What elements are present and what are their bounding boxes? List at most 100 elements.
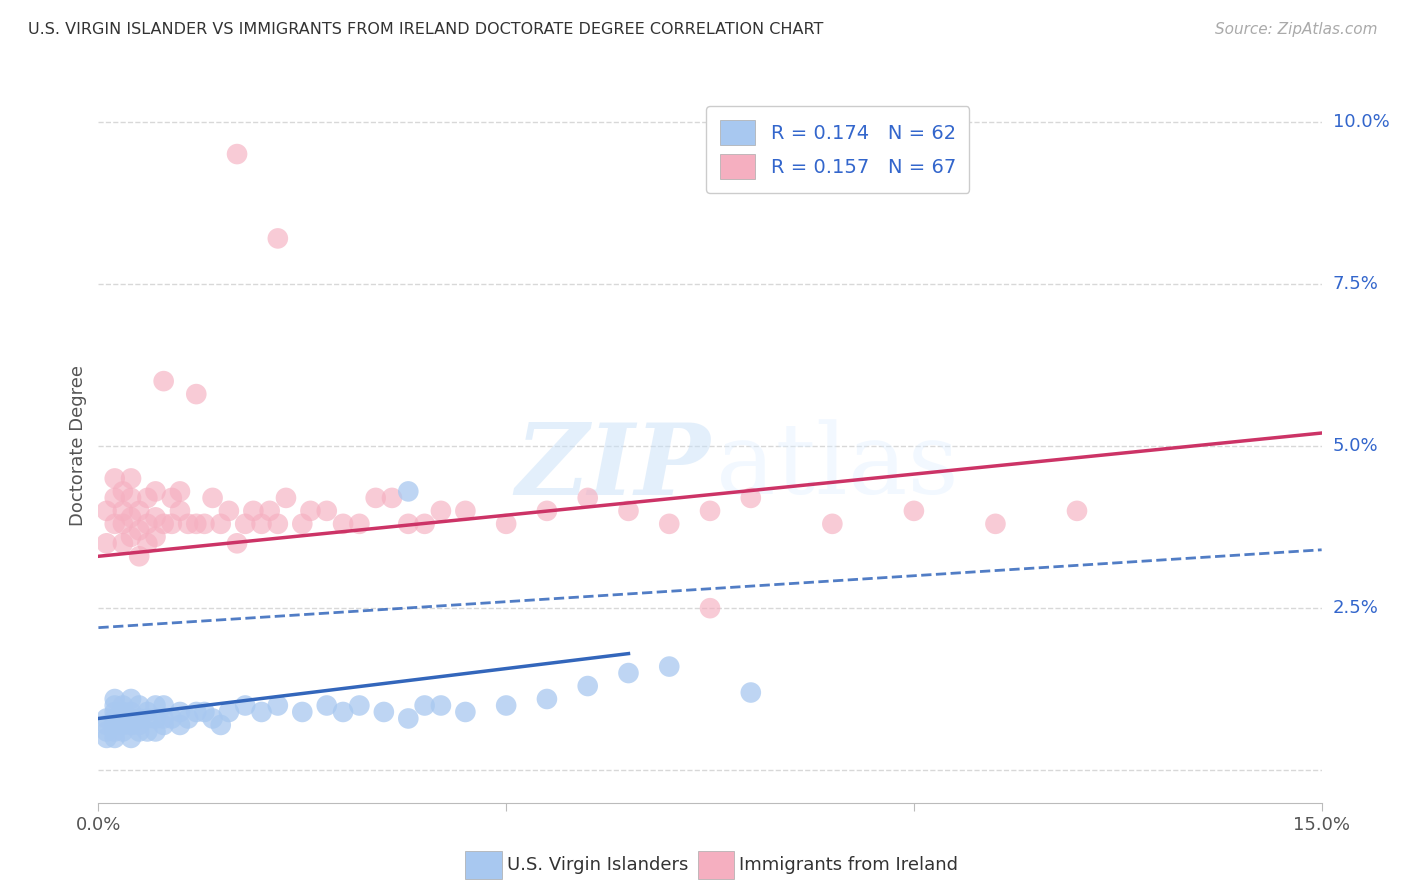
Point xyxy=(120,491,142,505)
Text: 2.5%: 2.5% xyxy=(1333,599,1379,617)
Point xyxy=(128,549,150,564)
Text: U.S. VIRGIN ISLANDER VS IMMIGRANTS FROM IRELAND DOCTORATE DEGREE CORRELATION CHA: U.S. VIRGIN ISLANDER VS IMMIGRANTS FROM … xyxy=(28,22,824,37)
Point xyxy=(160,711,183,725)
Point xyxy=(96,504,118,518)
Point xyxy=(128,504,150,518)
Point xyxy=(430,504,453,518)
Point xyxy=(821,516,844,531)
Point xyxy=(145,510,167,524)
Point xyxy=(740,685,762,699)
Point xyxy=(104,711,127,725)
Point xyxy=(96,724,118,739)
Point xyxy=(291,705,314,719)
Point xyxy=(111,484,134,499)
Point xyxy=(96,711,118,725)
Point xyxy=(96,731,118,745)
Point xyxy=(218,705,240,719)
Point xyxy=(169,504,191,518)
Point xyxy=(381,491,404,505)
Text: U.S. Virgin Islanders: U.S. Virgin Islanders xyxy=(508,856,689,874)
Text: ZIP: ZIP xyxy=(515,419,710,516)
Point xyxy=(152,718,174,732)
Point xyxy=(332,516,354,531)
Point xyxy=(177,516,200,531)
Point xyxy=(136,711,159,725)
Point xyxy=(699,601,721,615)
Point xyxy=(201,491,224,505)
Point xyxy=(128,698,150,713)
Point xyxy=(145,484,167,499)
Point xyxy=(104,731,127,745)
Point xyxy=(267,698,290,713)
Point xyxy=(120,718,142,732)
Point xyxy=(145,530,167,544)
Point xyxy=(120,705,142,719)
Point xyxy=(177,711,200,725)
Point xyxy=(1066,504,1088,518)
Point xyxy=(413,698,436,713)
Point xyxy=(209,718,232,732)
Point xyxy=(136,536,159,550)
Point xyxy=(169,705,191,719)
Point xyxy=(274,491,297,505)
Point xyxy=(111,724,134,739)
Point xyxy=(315,698,337,713)
Point xyxy=(111,504,134,518)
Point xyxy=(193,516,215,531)
Point xyxy=(699,504,721,518)
Point xyxy=(152,516,174,531)
Point xyxy=(136,705,159,719)
Point xyxy=(120,731,142,745)
Point xyxy=(186,387,208,401)
Point xyxy=(576,491,599,505)
Point xyxy=(104,698,127,713)
Point xyxy=(136,491,159,505)
Point xyxy=(430,698,453,713)
Point xyxy=(413,516,436,531)
Point xyxy=(250,705,273,719)
Point xyxy=(111,705,134,719)
Point xyxy=(152,374,174,388)
Point xyxy=(111,516,134,531)
Point xyxy=(250,516,273,531)
Point xyxy=(104,516,127,531)
Point xyxy=(104,718,127,732)
Point xyxy=(218,504,240,518)
Point xyxy=(740,491,762,505)
Point xyxy=(315,504,337,518)
Point xyxy=(396,711,419,725)
Point xyxy=(617,504,640,518)
Point xyxy=(169,484,191,499)
Point xyxy=(128,718,150,732)
Point xyxy=(111,711,134,725)
Point xyxy=(201,711,224,725)
Point xyxy=(111,698,134,713)
Point xyxy=(233,698,256,713)
Point xyxy=(576,679,599,693)
Point xyxy=(120,692,142,706)
Point xyxy=(111,718,134,732)
Point xyxy=(233,516,256,531)
Point xyxy=(299,504,322,518)
Point xyxy=(209,516,232,531)
Point xyxy=(495,698,517,713)
Point xyxy=(186,705,208,719)
Point xyxy=(193,705,215,719)
Text: 5.0%: 5.0% xyxy=(1333,437,1378,455)
Point xyxy=(617,666,640,681)
Point xyxy=(226,147,249,161)
Point xyxy=(396,516,419,531)
Point xyxy=(658,659,681,673)
Point xyxy=(152,711,174,725)
Point xyxy=(145,698,167,713)
Point xyxy=(495,516,517,531)
Point xyxy=(373,705,395,719)
Point xyxy=(120,711,142,725)
Point xyxy=(96,536,118,550)
Text: 10.0%: 10.0% xyxy=(1333,112,1389,130)
Point xyxy=(145,711,167,725)
Point xyxy=(120,471,142,485)
Point xyxy=(128,724,150,739)
Point xyxy=(169,718,191,732)
Point xyxy=(349,516,371,531)
